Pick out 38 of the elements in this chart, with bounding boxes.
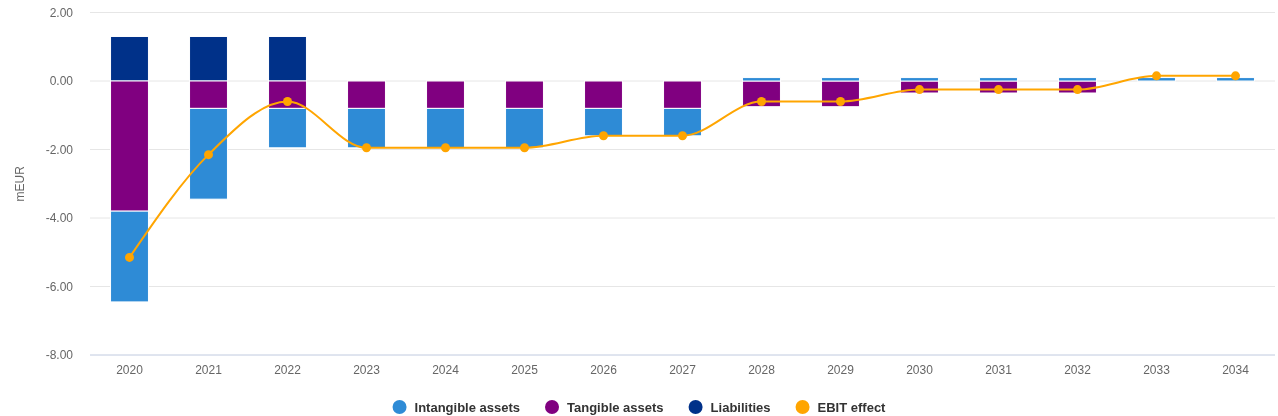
x-tick-label: 2028 [748,363,776,377]
legend-label: Tangible assets [567,399,664,415]
x-tick-label: 2022 [274,363,302,377]
point [757,97,766,107]
x-tick-label: 2026 [590,363,618,377]
y-tick-label: -2.00 [45,142,74,157]
y-tick-label: 2.00 [49,5,74,20]
point [836,97,845,107]
y-tick-label: -6.00 [45,279,74,294]
x-tick-label: 2020 [116,363,144,377]
legend-label: Liabilities [710,399,771,415]
point [204,150,213,160]
point [1152,71,1161,81]
point [678,131,687,141]
x-tick-label: 2025 [511,363,539,377]
y-tick-label: -8.00 [45,348,74,362]
point [441,143,450,153]
x-tick-label: 2027 [669,363,697,377]
x-tick-label: 2030 [906,363,934,377]
point [599,131,608,141]
x-tick-label: 2034 [1222,363,1250,377]
point [125,252,134,262]
point [520,143,529,153]
legend-label: Intangible assets [414,399,521,415]
y-axis-title: mEUR [13,165,27,202]
x-tick-label: 2023 [353,363,381,377]
x-tick-label: 2031 [985,363,1013,377]
legend-label: EBIT effect [817,399,887,415]
x-tick-label: 2032 [1064,363,1092,377]
x-tick-label: 2033 [1143,363,1171,377]
x-tick-label: 2021 [195,363,223,377]
x-tick-label: 2024 [432,363,460,377]
x-tick-label: 2029 [827,363,855,377]
point [283,97,292,107]
y-tick-label: -4.00 [45,211,74,225]
point [1231,71,1240,81]
point [362,143,371,153]
y-tick-label: 0.00 [49,74,74,88]
